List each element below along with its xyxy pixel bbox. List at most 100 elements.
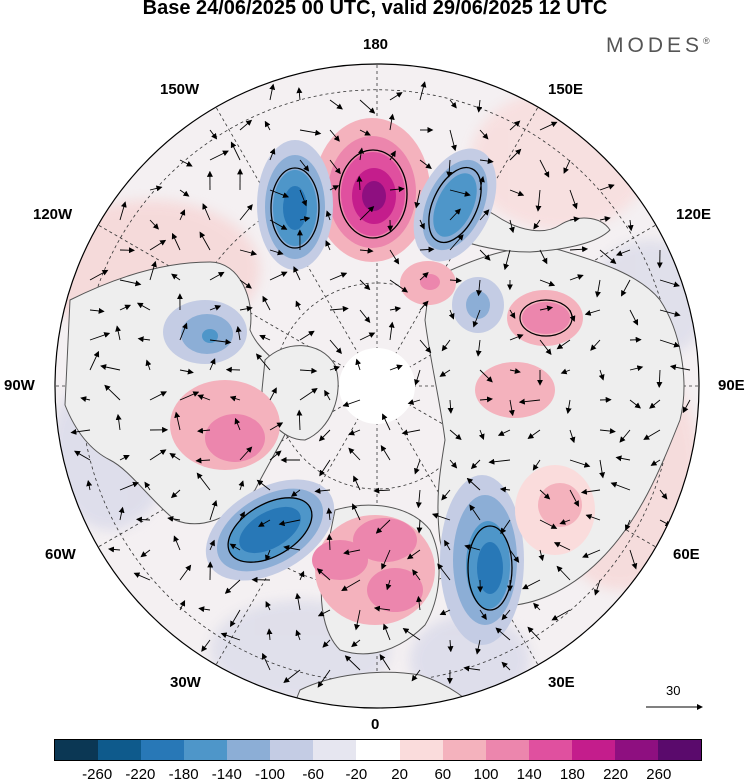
wind-vector xyxy=(411,669,421,682)
wind-vector xyxy=(269,249,284,256)
wind-vector xyxy=(318,429,331,442)
wind-vector xyxy=(239,279,252,289)
wind-vector xyxy=(299,129,322,136)
wind-vector xyxy=(179,159,193,167)
wind-vector xyxy=(414,189,421,209)
wind-vector xyxy=(553,542,571,551)
wind-vector xyxy=(255,353,271,371)
wind-vector xyxy=(269,189,290,198)
wind-vector xyxy=(539,159,550,178)
wind-vector xyxy=(569,489,579,507)
wind-vector xyxy=(329,365,341,372)
wind-vector xyxy=(329,185,340,191)
wind-vector xyxy=(414,369,421,386)
wind-vector xyxy=(569,189,578,210)
wind-vector xyxy=(539,305,554,312)
colorbar-segment xyxy=(270,740,314,760)
wind-vector xyxy=(359,247,374,254)
wind-vector xyxy=(256,479,271,491)
negative-anomaly-150w xyxy=(257,140,333,270)
colorbar-segment xyxy=(55,740,99,760)
wind-vector xyxy=(539,489,551,500)
wind-vector xyxy=(582,549,601,558)
wind-vector xyxy=(354,609,361,631)
wind-vector xyxy=(419,159,432,170)
wind-vector xyxy=(115,413,122,431)
positive-anomaly-small xyxy=(400,261,456,305)
wind-vector xyxy=(258,519,271,527)
wind-vector xyxy=(179,391,200,401)
wind-vector xyxy=(239,249,258,256)
wind-vector xyxy=(532,459,541,471)
colorbar-segment xyxy=(657,740,701,760)
wind-vector xyxy=(149,239,167,251)
wind-vector xyxy=(650,459,661,466)
wind-vector xyxy=(509,309,516,319)
wind-vector xyxy=(551,609,571,621)
wind-vector xyxy=(539,279,556,287)
wind-vector xyxy=(533,602,541,611)
positive-anomaly-120e xyxy=(507,290,583,346)
wind-vector xyxy=(569,246,589,253)
wind-vector xyxy=(89,269,109,281)
wind-vector xyxy=(209,305,222,311)
wind-vector xyxy=(104,384,121,401)
wind-vector xyxy=(269,422,284,431)
lon-label-60e: 60E xyxy=(673,546,700,563)
wind-vector xyxy=(416,595,422,611)
wind-vector xyxy=(299,330,315,341)
wind-vector xyxy=(283,669,301,684)
colorbar-tick-label: 140 xyxy=(516,766,542,783)
wind-vector xyxy=(381,549,391,570)
wind-vector xyxy=(388,321,395,341)
wind-vector xyxy=(476,279,482,297)
wind-vector xyxy=(585,514,601,521)
wind-vector xyxy=(419,81,427,101)
lon-label-150e: 150E xyxy=(548,81,584,98)
wind-vector xyxy=(419,246,435,253)
colorbar-segment xyxy=(356,740,400,760)
wind-vector xyxy=(539,519,558,529)
wind-vector xyxy=(389,150,396,161)
wind-vector xyxy=(89,307,105,314)
wind-vector xyxy=(479,609,487,621)
wind-vector xyxy=(449,429,462,441)
wind-vector xyxy=(149,185,163,192)
wind-vector xyxy=(479,209,490,221)
wind-vector xyxy=(375,519,391,534)
wind-vector xyxy=(509,334,524,341)
colorbar-tick-label: -60 xyxy=(302,766,325,783)
wind-vector xyxy=(479,396,493,403)
modes-logo: MODES® xyxy=(606,34,710,58)
colorbar-segment xyxy=(571,740,615,760)
wind-vector xyxy=(416,519,423,534)
colorbar-segment xyxy=(184,740,228,760)
wind-vectors xyxy=(70,81,691,688)
wind-vector xyxy=(382,623,391,641)
wind-vector xyxy=(269,148,276,161)
negative-anomaly-120w xyxy=(163,300,247,364)
wind-vector xyxy=(593,579,601,596)
wind-vector xyxy=(265,549,271,562)
wind-vector xyxy=(629,549,638,570)
wind-vector xyxy=(414,459,421,475)
wind-vector xyxy=(407,399,421,405)
wind-vector xyxy=(108,546,121,553)
wind-vector xyxy=(316,568,331,581)
wind-vector xyxy=(119,454,130,461)
wind-vector xyxy=(479,158,494,165)
wind-vector xyxy=(509,549,520,563)
wind-vector xyxy=(629,365,644,372)
wind-vector xyxy=(488,458,511,465)
colorbar-tick-label: -260 xyxy=(82,766,113,783)
wind-vector xyxy=(195,457,211,464)
wind-vector xyxy=(659,489,668,500)
wind-vector xyxy=(317,609,331,617)
wind-vector xyxy=(509,148,522,161)
wind-vector xyxy=(446,159,453,178)
wind-vector xyxy=(501,661,511,671)
wind-vector xyxy=(299,367,318,374)
wind-vector xyxy=(449,189,471,197)
wind-vector xyxy=(140,549,151,558)
wind-vector xyxy=(348,429,361,436)
